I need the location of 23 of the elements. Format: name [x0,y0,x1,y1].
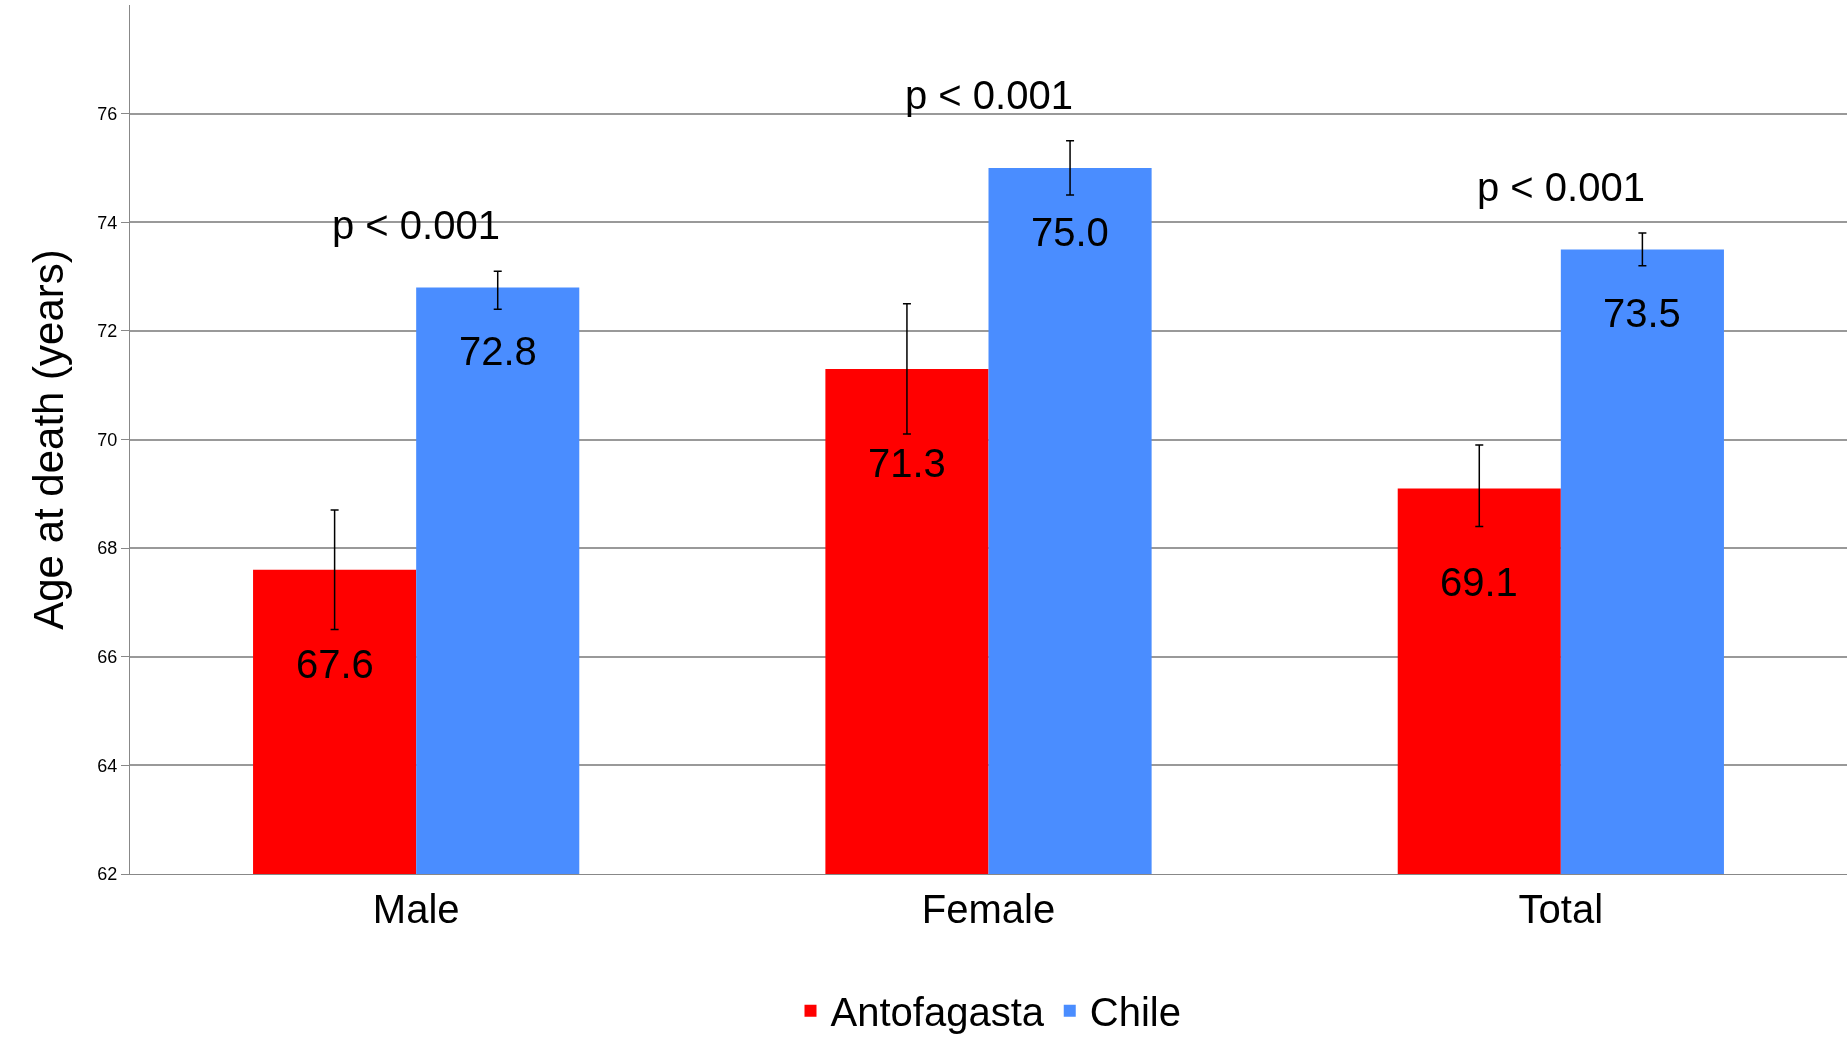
annotation: p < 0.001 [905,73,1073,117]
y-axis-title: Age at death (years) [25,249,73,630]
y-tick-label: 70 [97,429,118,450]
data-label: 73.5 [1603,291,1681,335]
data-label: 75.0 [1031,210,1109,254]
legend-label: Chile [1089,990,1181,1035]
data-label: 72.8 [459,329,537,373]
y-tick-label: 68 [97,538,118,559]
y-tick-label: 62 [97,864,118,885]
annotation: p < 0.001 [1477,165,1645,209]
data-label: 71.3 [868,441,946,485]
y-tick-label: 66 [97,647,118,668]
y-tick-label: 64 [97,755,118,776]
x-tick-label: Male [372,887,460,931]
y-tick-label: 74 [97,212,118,233]
data-label: 69.1 [1440,560,1518,604]
y-tick-label: 76 [97,103,118,124]
data-label: 67.6 [296,642,374,686]
x-tick-label: Total [1518,887,1604,931]
annotation: p < 0.001 [332,203,500,247]
x-tick-label: Female [921,887,1056,931]
legend-label: Antofagasta [830,990,1045,1035]
y-tick-label: 72 [97,321,118,342]
